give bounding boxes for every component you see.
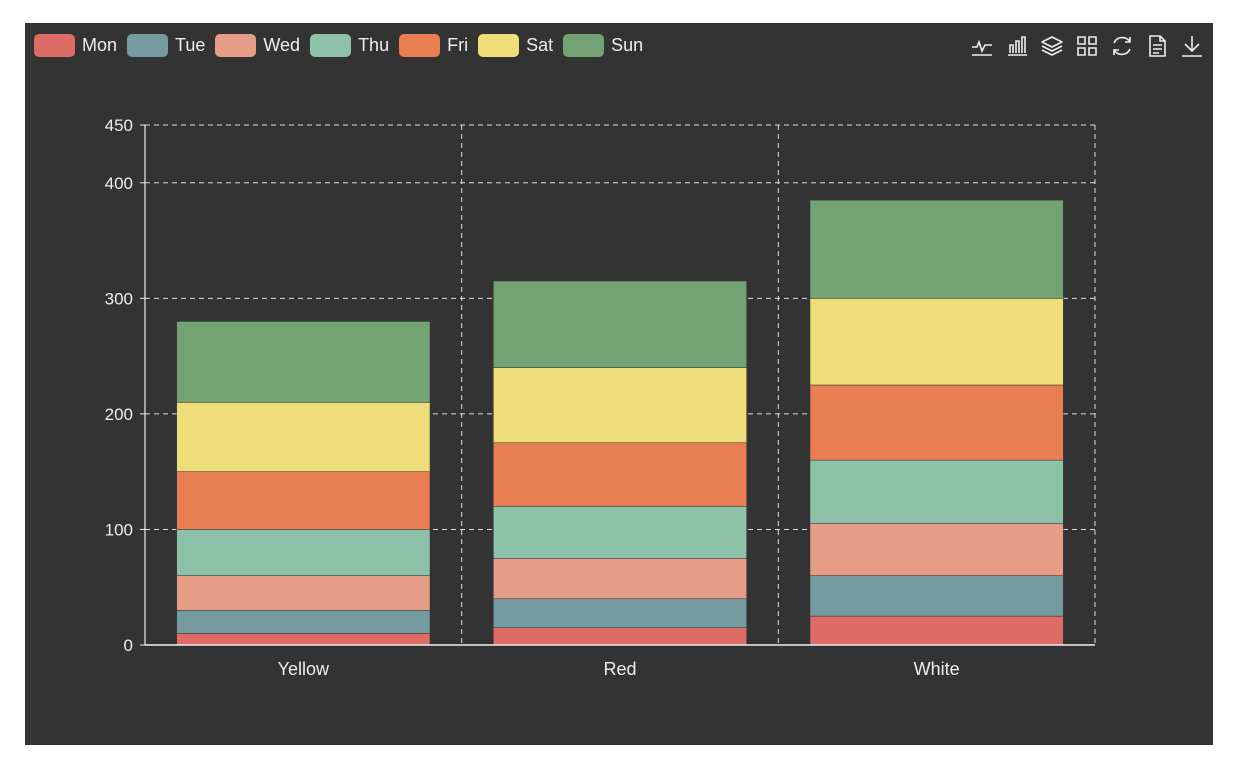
bar-yellow-mon[interactable] [176,633,431,646]
legend-swatch [127,33,169,57]
tiled-icon[interactable] [1074,33,1100,59]
legend-item-sun[interactable]: Sun [563,33,644,57]
bar-red-sat[interactable] [493,367,747,444]
x-tick-label: White [914,659,960,679]
bars [176,199,1064,646]
bar-red-sun[interactable] [493,280,747,368]
bar-yellow-thu[interactable] [176,529,431,576]
legend-swatch [215,33,257,57]
restore-icon[interactable] [1109,33,1135,59]
legend-label: Fri [447,34,469,55]
stack-icon[interactable] [1039,33,1065,59]
bar-yellow-sat[interactable] [176,402,431,472]
legend-item-sat[interactable]: Sat [478,33,554,57]
legend-item-fri[interactable]: Fri [399,33,469,57]
legend-item-tue[interactable]: Tue [127,33,206,57]
legend-label: Sun [611,34,644,55]
bar-yellow-fri[interactable] [176,471,431,530]
legend-label: Mon [82,34,118,55]
bar-white-fri[interactable] [809,384,1064,461]
grid [145,124,1096,645]
chart-panel: Mon Tue Wed Thu Fri Sat Sun 0 100 200 300 400 450 Ye… [25,23,1213,745]
legend-label: Thu [358,34,390,55]
download-icon[interactable] [1179,33,1205,59]
legend-item-thu[interactable]: Thu [310,33,390,57]
bar-red-thu[interactable] [493,506,747,559]
legend-label: Tue [175,34,206,55]
bar-white-thu[interactable] [809,459,1064,524]
data-view-icon[interactable] [1144,33,1170,59]
bar-red-wed[interactable] [493,558,747,600]
legend: Mon Tue Wed Thu Fri Sat Sun [34,33,653,57]
legend-swatch [399,33,441,57]
y-tick-label: 300 [105,289,133,308]
line-chart-icon[interactable] [969,33,995,59]
legend-swatch [34,33,75,57]
legend-swatch [563,33,605,57]
y-tick-label: 450 [105,116,133,135]
toolbox [960,33,1205,59]
bar-white-tue[interactable] [809,575,1064,617]
axes: 0 100 200 300 400 450 Yellow Red White [105,116,1095,679]
stacked-bar-chart: 0 100 200 300 400 450 Yellow Red White [105,116,1096,679]
bar-chart-icon[interactable] [1004,33,1030,59]
bar-yellow-wed[interactable] [176,575,431,611]
bar-red-tue[interactable] [493,598,747,628]
y-tick-label: 200 [105,405,133,424]
y-tick-label: 0 [124,636,133,655]
legend-swatch [310,33,352,57]
legend-item-wed[interactable]: Wed [215,33,301,57]
legend-label: Sat [526,34,554,55]
legend-item-mon[interactable]: Mon [34,33,118,57]
bar-yellow-sun[interactable] [176,321,431,403]
bar-red-mon[interactable] [493,627,747,646]
legend-label: Wed [263,34,301,55]
legend-swatch [478,33,520,57]
x-tick-label: Red [603,659,636,679]
bar-white-mon[interactable] [809,615,1064,646]
bar-white-wed[interactable] [809,523,1064,576]
x-tick-label: Yellow [278,659,330,679]
bar-white-sat[interactable] [809,298,1064,386]
y-tick-label: 100 [105,520,133,539]
y-tick-label: 400 [105,174,133,193]
bar-white-sun[interactable] [809,199,1064,299]
bar-red-fri[interactable] [493,442,747,507]
bar-yellow-tue[interactable] [176,610,431,634]
